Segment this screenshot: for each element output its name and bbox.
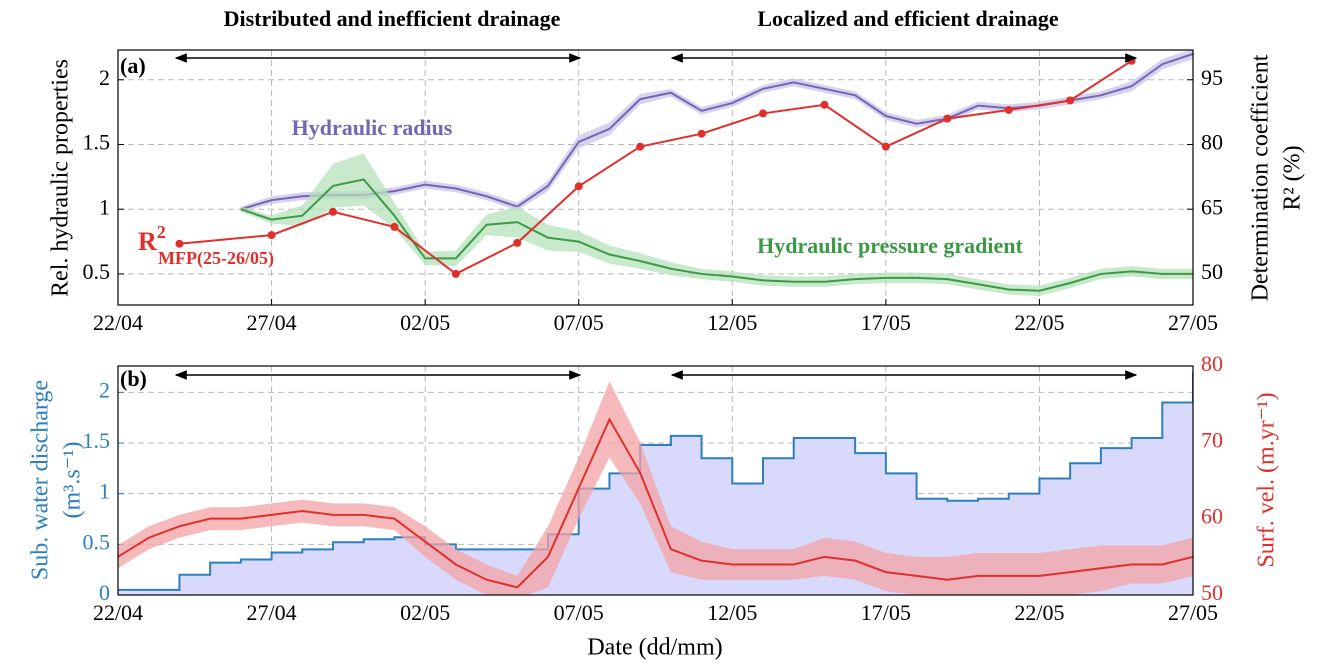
panel-label: (a)	[120, 53, 146, 78]
marker	[329, 207, 337, 216]
x-tick-label: 22/05	[1014, 310, 1064, 335]
x-tick-label: 12/05	[707, 310, 757, 335]
x-tick-label: 07/05	[554, 310, 604, 335]
plot-frame	[117, 365, 1194, 596]
y-axis-label: Sub. water discharge	[28, 380, 54, 580]
annotation: Hydraulic radius	[292, 115, 453, 140]
y-tick-label: 2	[99, 65, 110, 90]
r2-sup: 2	[157, 222, 166, 242]
y-tick-label: 0.5	[83, 529, 111, 554]
marker	[881, 142, 890, 151]
x-tick-label: 27/05	[1168, 600, 1218, 625]
marker	[820, 100, 829, 109]
marker	[636, 142, 645, 151]
marker	[513, 238, 522, 247]
y2-tick-label: 80	[1201, 351, 1223, 376]
x-tick-label: 27/04	[247, 310, 297, 335]
y2-tick-label: 65	[1201, 194, 1223, 219]
marker	[267, 231, 276, 240]
y2-axis-label: Determination coefficient	[1248, 54, 1274, 301]
y-tick-label: 0.5	[83, 259, 111, 284]
plot-frame	[117, 49, 1194, 306]
r2-sub: MFP(25-26/05)	[158, 248, 274, 269]
series-group	[175, 50, 1193, 296]
annotation: Distributed and inefficient drainage	[224, 6, 561, 31]
marker	[1066, 96, 1075, 105]
band	[240, 153, 1193, 296]
x-tick-label: 22/04	[93, 600, 143, 625]
marker	[697, 129, 706, 138]
y2-tick-label: 50	[1201, 580, 1223, 605]
y-tick-label: 0	[99, 580, 110, 605]
marker	[451, 269, 460, 278]
plot-layer: 22/04 27/04 02/05 07/05 12/05 17/05 22/05 27/05…	[83, 49, 1223, 625]
x-tick-label: 27/05	[1168, 310, 1218, 335]
x-tick-label: 02/05	[400, 310, 450, 335]
line	[118, 417, 1193, 589]
line	[179, 59, 1133, 276]
y2-tick-label: 60	[1201, 504, 1223, 529]
y2-tick-label: 80	[1201, 130, 1223, 155]
y-axis-label: (m³.s⁻¹)	[60, 441, 86, 518]
y2-tick-label: 50	[1201, 259, 1223, 284]
annotation: Localized and efficient drainage	[757, 6, 1058, 31]
annotation: Hydraulic pressure gradient	[757, 233, 1023, 258]
y2-axis-label: R² (%)	[1280, 145, 1306, 210]
r2-label: R2 MFP(25-26/05)	[138, 222, 274, 269]
marker	[574, 182, 583, 191]
x-tick-label: 17/05	[861, 600, 911, 625]
y2-tick-label: 70	[1201, 427, 1223, 452]
r2-base: R	[138, 227, 157, 256]
y2-tick-label: 95	[1201, 65, 1223, 90]
y-tick-label: 1.5	[83, 428, 111, 453]
line	[118, 372, 1193, 591]
line	[240, 178, 1193, 292]
marker	[175, 239, 184, 248]
x-tick-label: 22/05	[1014, 600, 1064, 625]
x-tick-label: 22/04	[93, 310, 143, 335]
marker	[759, 109, 767, 118]
series-group	[118, 372, 1193, 595]
panel-label: (b)	[120, 366, 147, 391]
x-tick-label: 07/05	[554, 600, 604, 625]
x-axis-label: Date (dd/mm)	[587, 635, 722, 661]
marker	[943, 114, 952, 123]
x-tick-label: 27/04	[247, 600, 297, 625]
y-axis-label: Rel. hydraulic properties	[48, 59, 74, 297]
y-tick-label: 2	[99, 377, 110, 402]
marker	[390, 222, 399, 231]
marker	[1004, 105, 1013, 114]
y-tick-label: 1	[99, 479, 110, 504]
y2-axis-label: Surf. vel. (m.yr⁻¹)	[1254, 392, 1280, 567]
x-tick-label: 02/05	[400, 600, 450, 625]
x-tick-label: 17/05	[861, 310, 911, 335]
x-tick-label: 12/05	[707, 600, 757, 625]
y-tick-label: 1	[99, 194, 110, 219]
y-tick-label: 1.5	[83, 130, 111, 155]
band	[118, 381, 1193, 595]
